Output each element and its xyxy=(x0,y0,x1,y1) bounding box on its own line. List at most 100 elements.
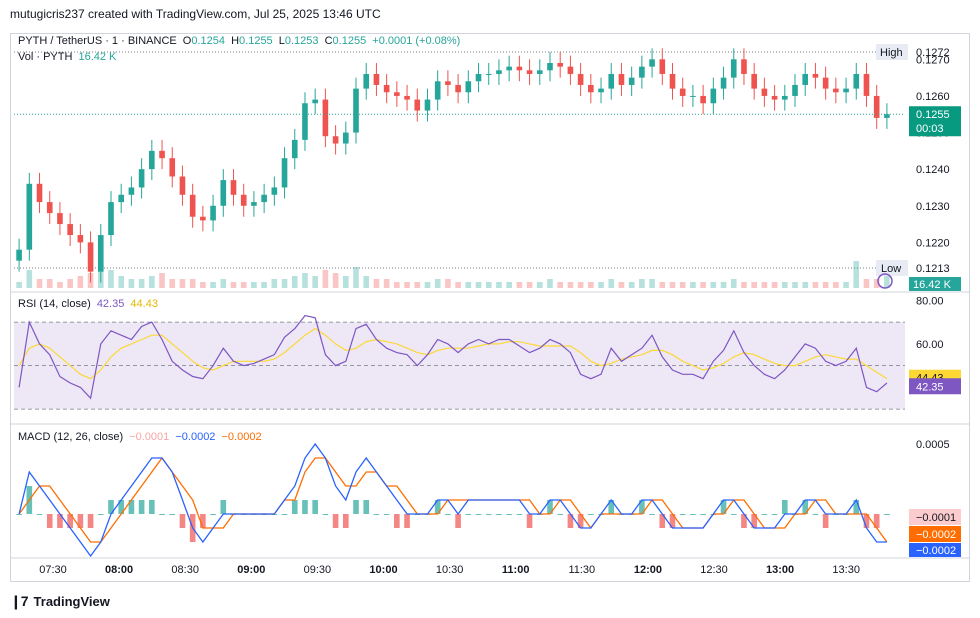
macd-histogram-bar xyxy=(465,514,472,515)
macd-histogram-bar xyxy=(363,500,370,514)
volume-bar xyxy=(383,279,390,288)
candle-body xyxy=(792,84,798,96)
volume-bar xyxy=(230,282,237,288)
macd-signal-tag xyxy=(909,526,961,542)
candle-body xyxy=(169,158,176,177)
macd-histogram-bar xyxy=(281,514,288,515)
candle-body xyxy=(465,81,472,93)
macd-histogram-bar xyxy=(873,514,880,528)
candle-body xyxy=(261,194,267,203)
rsi-ma-value: 44.43 xyxy=(130,298,158,310)
symbol-label[interactable]: PYTH / TetherUS · 1 · BINANCE xyxy=(18,35,177,47)
macd-histogram-bar xyxy=(588,514,594,515)
change-value: +0.0001 (+0.08%) xyxy=(372,35,461,47)
rsi-label[interactable]: RSI (14, close) xyxy=(18,298,91,310)
volume-value: 16.42 K xyxy=(78,51,117,63)
candle-body xyxy=(404,95,410,100)
price-tick-label: 0.1230 xyxy=(916,201,950,213)
candle-body xyxy=(853,73,860,89)
volume-bar xyxy=(863,279,870,288)
volume-bar xyxy=(496,282,502,288)
macd-signal-value: −0.0002 xyxy=(221,431,262,443)
volume-bar xyxy=(414,282,421,288)
candle-body xyxy=(608,73,615,89)
candle-body xyxy=(720,77,727,89)
macd-histogram-bar xyxy=(659,514,666,528)
macd-histogram-bar xyxy=(884,514,890,515)
candle-body xyxy=(557,62,564,67)
volume-bar xyxy=(598,282,604,288)
rsi-value: 42.35 xyxy=(96,298,125,310)
candle-body xyxy=(884,114,890,118)
x-tick-label: 08:30 xyxy=(171,564,199,576)
candle-body xyxy=(434,81,441,100)
macd-histogram-bar xyxy=(302,500,308,514)
last-price-value: 0.1255 xyxy=(916,109,950,121)
low-label: L xyxy=(278,35,285,47)
rsi-tag-value: 42.35 xyxy=(916,381,944,393)
macd-histogram-bar xyxy=(220,500,227,514)
volume-bar xyxy=(516,282,523,288)
volume-bar xyxy=(363,276,370,288)
volume-bar xyxy=(792,282,798,288)
macd-label[interactable]: MACD (12, 26, close) xyxy=(18,431,124,443)
candle-body xyxy=(16,249,22,261)
candle-body xyxy=(873,95,880,118)
candle-body xyxy=(220,180,227,206)
candle-body xyxy=(383,84,390,93)
x-tick-label: 07:30 xyxy=(39,564,67,576)
volume-bar xyxy=(210,282,216,288)
rsi-tick-label: 80.00 xyxy=(916,295,944,307)
macd-histogram-bar xyxy=(373,514,380,515)
macd-histogram-bar xyxy=(649,514,655,515)
macd-histogram-bar xyxy=(169,514,176,515)
price-tick-label: 0.1260 xyxy=(916,91,950,103)
close-label: C xyxy=(324,35,333,47)
candle-body xyxy=(710,88,717,104)
candle-body xyxy=(822,77,829,89)
candle-body xyxy=(302,103,308,140)
macd-histogram-bar xyxy=(159,514,165,515)
volume-bar xyxy=(802,282,809,288)
macd-histogram-bar xyxy=(526,514,533,528)
x-tick-label: 13:00 xyxy=(766,564,794,576)
macd-histogram-bar xyxy=(138,500,145,514)
volume-bar xyxy=(67,279,73,288)
x-tick-label: 08:00 xyxy=(105,564,133,576)
candle-body xyxy=(577,73,584,85)
volume-bar xyxy=(761,282,768,288)
volume-bar xyxy=(46,279,53,288)
macd-histogram-bar xyxy=(322,514,329,515)
high-value: 0.1255 xyxy=(239,35,273,47)
volume-bar xyxy=(465,282,472,288)
macd-hist-tag xyxy=(909,509,961,525)
volume-label[interactable]: Vol · PYTH xyxy=(18,51,73,63)
macd-histogram-bar xyxy=(445,514,451,515)
macd-histogram-bar xyxy=(404,514,410,528)
volume-bar xyxy=(475,282,482,288)
high-tag-label: High xyxy=(880,47,903,59)
macd-histogram-bar xyxy=(679,514,686,515)
volume-bar xyxy=(77,276,84,288)
alert-circle-icon xyxy=(877,273,893,289)
volume-bar xyxy=(200,282,206,288)
volume-bar xyxy=(26,270,33,288)
macd-histogram-bar xyxy=(353,500,359,514)
candle-body xyxy=(138,169,145,188)
macd-histogram-bar xyxy=(332,514,339,528)
candle-body xyxy=(26,183,33,250)
high-label: H xyxy=(231,35,240,47)
x-tick-label: 12:00 xyxy=(634,564,662,576)
volume-bar xyxy=(261,282,267,288)
tradingview-footer[interactable]: ❙7 TradingView xyxy=(10,593,110,610)
macd-histogram-bar xyxy=(669,514,676,528)
volume-bar xyxy=(649,279,655,288)
volume-bar xyxy=(251,282,257,288)
macd-histogram-bar xyxy=(108,500,114,514)
volume-bar xyxy=(781,282,788,288)
volume-bar xyxy=(128,279,135,288)
macd-histogram-bar xyxy=(751,514,757,528)
macd-histogram-bar xyxy=(77,514,84,528)
candle-body xyxy=(669,73,676,89)
